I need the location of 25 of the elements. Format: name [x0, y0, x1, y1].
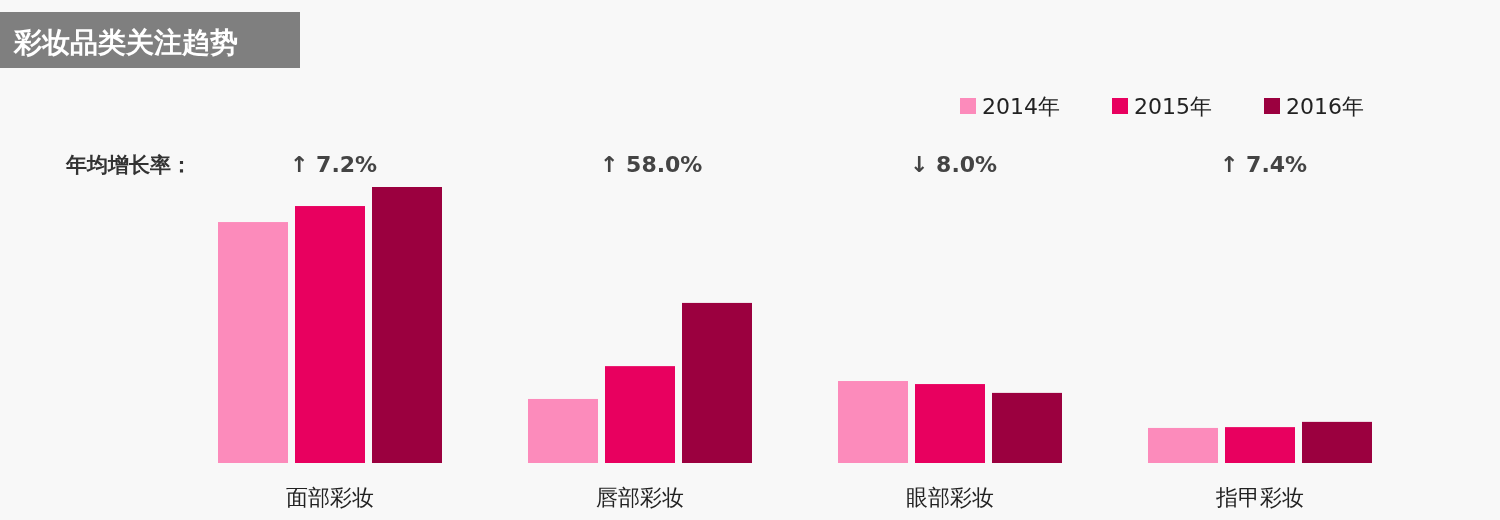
bar: [372, 187, 442, 463]
bar: [915, 384, 985, 463]
legend-label: 2015年: [1134, 94, 1212, 119]
x-tick-label: 眼部彩妆: [906, 485, 994, 510]
bar: [528, 398, 598, 463]
bar: [605, 366, 675, 463]
bar: [1302, 421, 1372, 463]
text: ↑ 58.0%: [600, 152, 703, 177]
bar: [992, 392, 1062, 463]
x-tick-label: 指甲彩妆: [1215, 485, 1304, 510]
bar: [682, 302, 752, 463]
text: ↓ 8.0%: [910, 152, 998, 177]
bar: [218, 222, 288, 463]
legend-label: 2016年: [1286, 94, 1364, 119]
chart-title: 彩妆品类关注趋势: [13, 26, 238, 59]
bar: [838, 381, 908, 463]
bar: [295, 206, 365, 463]
x-tick-label: 唇部彩妆: [596, 485, 684, 510]
bar: [1225, 427, 1295, 463]
bar: [1148, 427, 1218, 463]
legend-label: 2014年: [982, 94, 1060, 119]
text: 年均增长率：: [65, 153, 192, 177]
x-tick-label: 面部彩妆: [286, 485, 374, 510]
text: ↑ 7.2%: [290, 152, 378, 177]
text: ↑ 7.4%: [1220, 152, 1308, 177]
